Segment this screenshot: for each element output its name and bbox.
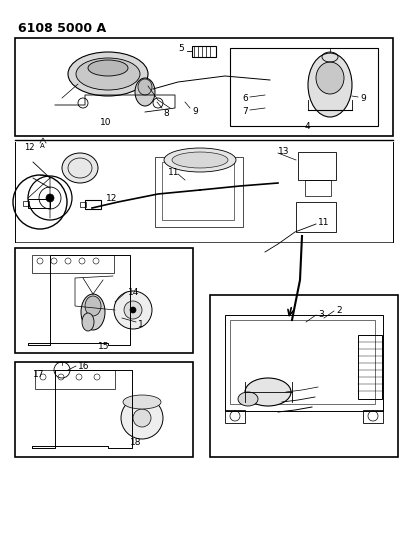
Text: 4: 4 [305,122,310,131]
Circle shape [121,397,163,439]
Bar [15,362,193,457]
Bar [32,255,114,273]
Bar [305,180,331,196]
Ellipse shape [245,378,291,406]
Ellipse shape [68,52,148,96]
Text: 12: 12 [24,143,35,152]
Bar [296,202,336,232]
Ellipse shape [123,395,161,409]
Ellipse shape [238,392,258,406]
Circle shape [130,307,136,313]
Ellipse shape [82,313,94,331]
Circle shape [133,409,151,427]
Text: 18: 18 [130,438,142,447]
Text: 10: 10 [100,118,111,127]
Text: 9: 9 [360,94,366,103]
Ellipse shape [81,294,105,330]
Bar [230,320,375,404]
Ellipse shape [172,152,228,168]
Bar [192,46,216,57]
Ellipse shape [76,58,140,90]
Ellipse shape [316,62,344,94]
Text: 13: 13 [278,147,290,156]
Text: 16: 16 [78,362,89,371]
Text: 6108 5000 A: 6108 5000 A [18,22,106,35]
Text: 9: 9 [192,107,198,116]
Bar [210,295,398,457]
Text: 3: 3 [318,310,324,319]
Ellipse shape [135,78,155,106]
Text: 14: 14 [128,288,140,297]
Bar [155,157,243,227]
Circle shape [124,301,142,319]
Ellipse shape [308,53,352,117]
Bar [23,201,29,206]
Text: 1: 1 [138,320,144,329]
Bar [363,410,383,423]
Text: 2: 2 [336,306,341,315]
Bar [358,335,382,399]
Bar [15,248,193,353]
Bar [225,315,383,411]
Ellipse shape [164,148,236,172]
Text: 8: 8 [163,109,169,118]
Ellipse shape [88,60,128,76]
Bar [225,410,245,423]
Bar [35,370,115,389]
Bar [28,199,50,208]
Bar [85,200,101,209]
Text: 6: 6 [242,94,248,103]
Text: 15: 15 [98,342,109,351]
Ellipse shape [138,79,152,95]
Bar [298,152,336,180]
Circle shape [46,194,54,202]
Ellipse shape [62,153,98,183]
Bar [230,48,378,126]
Text: 11: 11 [168,168,180,177]
Text: 17: 17 [33,370,44,379]
Bar [80,202,86,207]
Ellipse shape [85,296,101,316]
Text: 11: 11 [318,218,330,227]
Circle shape [114,291,152,329]
Text: 7: 7 [242,107,248,116]
Bar [162,162,234,220]
Text: 12: 12 [106,194,118,203]
Text: A: A [40,143,45,149]
Bar [15,38,393,136]
Text: 5: 5 [178,44,184,53]
